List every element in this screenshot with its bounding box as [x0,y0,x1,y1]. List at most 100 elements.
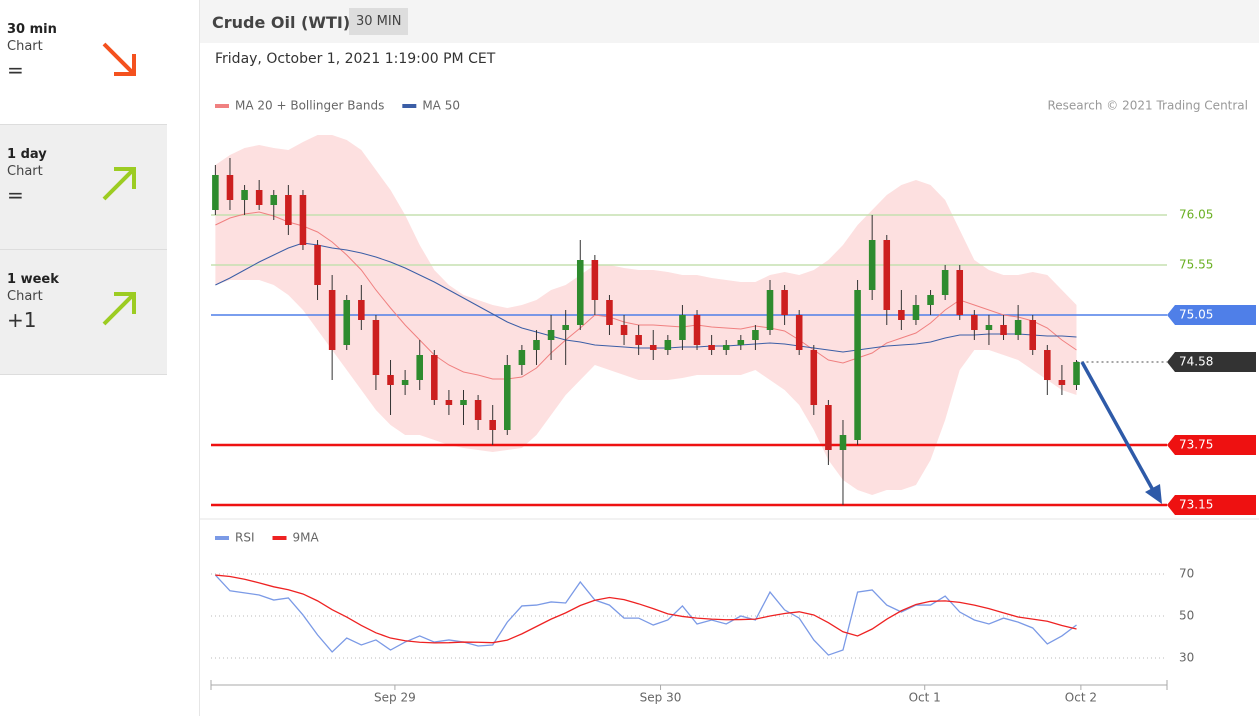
x-tick-label: Oct 1 [909,691,941,705]
y-tick-label: 70 [1179,567,1194,581]
candle-body [212,175,219,210]
candle-body [226,175,234,200]
legend-swatch [215,104,229,108]
sidebar: 30 min Chart = 1 day Chart = 1 week Char… [0,0,167,375]
candle-body [576,260,584,325]
candle-body [1058,380,1066,385]
candle-body [255,190,263,205]
candle-body [722,345,730,350]
series-line [214,574,1077,656]
legend-swatch [272,536,287,540]
candle-body [912,305,920,320]
y-tick-label: 50 [1179,609,1194,623]
candle-body [971,315,978,330]
timeframe-item[interactable]: 1 week Chart +1 [0,250,167,375]
candle-body [795,315,803,350]
candle-body [460,400,467,405]
candle-body [868,240,876,290]
period: 1 day [7,147,47,162]
candle-body [562,325,569,330]
candle-body [941,270,949,295]
candle-body [358,300,365,320]
date: Friday, October 1, 2021 1:19:00 PM CET [215,51,496,67]
item-label: Chart [7,289,43,304]
candle-body [839,435,847,450]
candle-body [445,400,453,405]
legend-label: MA 50 [422,99,460,113]
candle-body [620,325,628,335]
candle-body [343,300,351,345]
forecast-arrow [1080,361,1156,493]
candle-body [810,350,818,405]
candle-body [927,295,934,305]
level-label: 75.55 [1179,258,1213,272]
change: +1 [7,308,37,332]
period: 1 week [7,272,59,287]
candle-body [241,190,248,200]
level-label-box [1167,435,1256,455]
item-label: Chart [7,164,43,179]
candle-body [752,330,759,340]
item-label: Chart [7,39,43,54]
candle-body [737,340,745,345]
ma-line [215,242,1077,353]
candle-body [299,195,307,245]
ma-line [215,211,1077,380]
x-tick-label: Sep 30 [640,691,682,705]
arrow-down [102,42,136,76]
candle-body [1000,325,1007,335]
candle-body [591,260,599,300]
candle-body [314,245,321,285]
candle-body [635,335,642,345]
candle-body [649,345,657,350]
arrow-up [102,167,136,201]
candle-body [431,355,438,400]
candle-body [401,380,409,385]
series-line [215,574,1077,644]
candle-body [518,350,526,365]
level-label: 73.15 [1179,498,1213,512]
candle-body [693,315,701,345]
timeframe-item[interactable]: 1 day Chart = [0,125,167,250]
level-label-box [1167,352,1256,372]
candle-body [416,355,423,380]
level-label: 75.05 [1179,308,1213,322]
candle-body [766,290,774,330]
x-tick-label: Sep 29 [374,691,416,705]
legend-swatch [215,536,229,540]
x-tick-label: Oct 2 [1065,691,1097,705]
level-label: 76.05 [1179,208,1213,222]
timeframe-item[interactable]: 30 min Chart = [0,0,167,125]
interval-button[interactable]: 30 MIN [349,8,409,35]
level-label: 74.58 [1179,355,1213,369]
candle-body [708,345,715,350]
candle-body [328,290,336,350]
candle-body [606,300,613,325]
candle-body [664,340,672,350]
candle-body [883,240,891,310]
level-label-box [1167,495,1256,515]
candle-body [270,195,278,205]
candle-body [898,310,905,320]
candle-body [1014,320,1022,335]
level-label-box [1167,305,1256,325]
candle-body [1029,320,1037,350]
change: = [7,58,24,82]
candle-body [387,375,394,385]
candle-body [854,290,861,440]
change: = [7,183,24,207]
candle-body [781,290,788,315]
candle-body [679,315,686,340]
header: Crude Oil (WTI) 30 MIN [200,0,1259,43]
y-tick-label: 30 [1179,651,1194,665]
instrument-title: Crude Oil (WTI) [212,13,351,32]
legend-swatch [402,104,417,108]
candle-body [1044,350,1051,380]
candle-body [825,405,832,450]
candle-body [956,270,964,315]
candle-body [474,400,482,420]
candle-body [372,320,380,375]
legend-label: RSI [235,531,255,545]
